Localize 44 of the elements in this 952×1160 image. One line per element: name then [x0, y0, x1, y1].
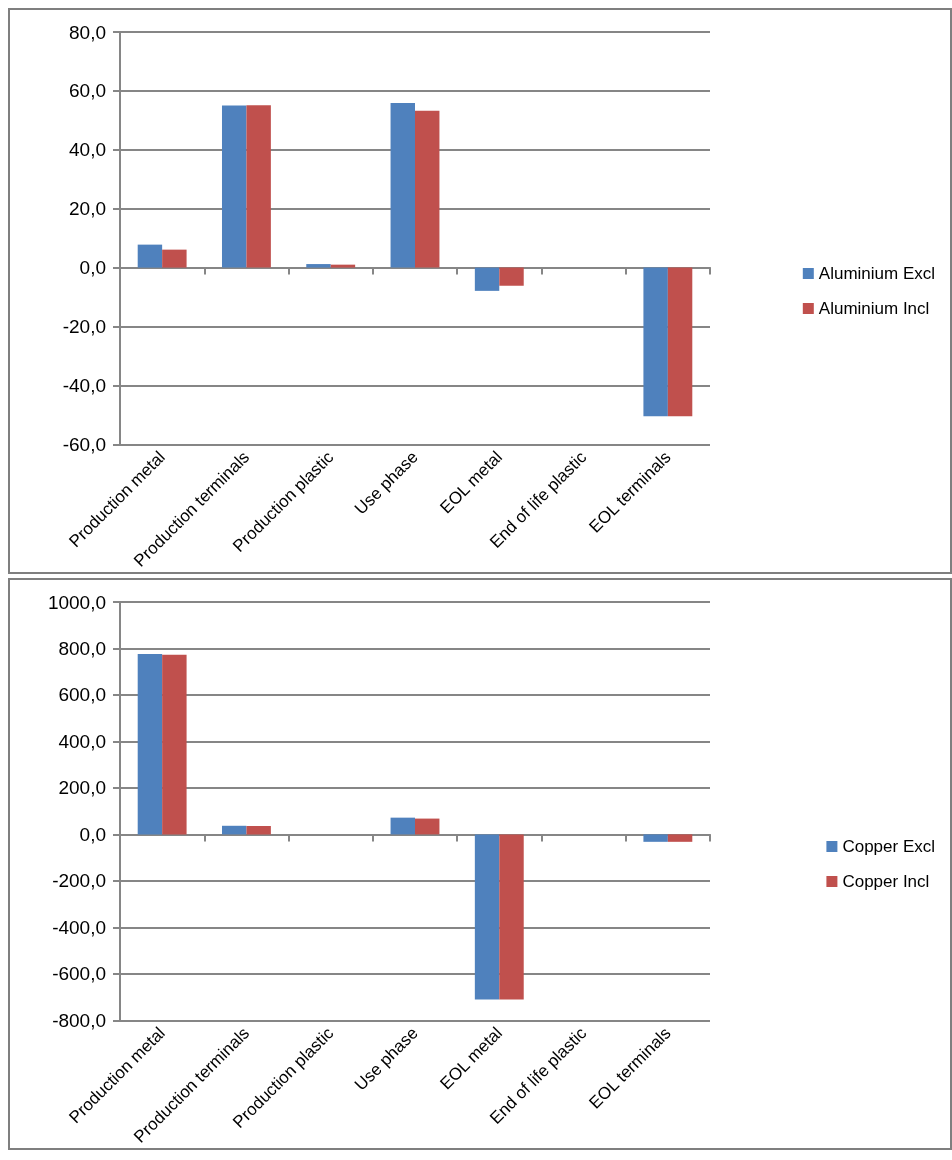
bar — [246, 826, 271, 835]
y-tick-label: 60,0 — [69, 80, 106, 102]
bar — [137, 244, 163, 268]
bar — [221, 825, 247, 835]
bar — [667, 267, 693, 417]
y-tick-label: -20,0 — [62, 316, 106, 337]
bar — [499, 267, 524, 286]
legend-label: Aluminium Incl — [818, 299, 930, 318]
y-tick-label: 1000,0 — [47, 591, 106, 613]
bar — [246, 105, 271, 268]
y-tick-label: -800,0 — [52, 1009, 106, 1031]
bar — [137, 654, 163, 835]
y-tick-label: -40,0 — [62, 374, 106, 396]
y-tick-label: 400,0 — [58, 730, 106, 752]
y-tick-label: 200,0 — [58, 777, 106, 799]
y-tick-label: -200,0 — [52, 870, 106, 892]
y-tick-label: 80,0 — [69, 21, 106, 43]
y-tick-label: 0,0 — [79, 823, 106, 845]
bar — [162, 249, 187, 268]
bar — [415, 818, 440, 835]
bar — [667, 834, 693, 842]
legend-label: Aluminium Excl — [818, 264, 936, 283]
y-tick-label: 20,0 — [69, 198, 106, 220]
legend-label: Copper Excl — [842, 837, 936, 856]
y-tick-label: -600,0 — [52, 963, 106, 985]
bar — [306, 264, 331, 268]
bar — [643, 834, 668, 842]
bar — [474, 267, 500, 291]
legend-label: Copper Incl — [842, 872, 930, 891]
bar — [499, 834, 524, 1000]
bar — [643, 267, 668, 417]
bar — [390, 102, 415, 268]
y-tick-label: 800,0 — [58, 637, 106, 659]
bar — [162, 654, 187, 835]
y-tick-label: 0,0 — [79, 257, 106, 279]
y-tick-label: 40,0 — [69, 139, 106, 161]
bar — [415, 110, 440, 268]
y-tick-label: -400,0 — [52, 916, 106, 938]
y-tick-label: 600,0 — [58, 684, 106, 706]
bar — [390, 817, 415, 835]
bar — [221, 105, 247, 268]
y-tick-label: -60,0 — [62, 433, 106, 455]
bar — [330, 264, 356, 268]
bar — [474, 834, 500, 1000]
